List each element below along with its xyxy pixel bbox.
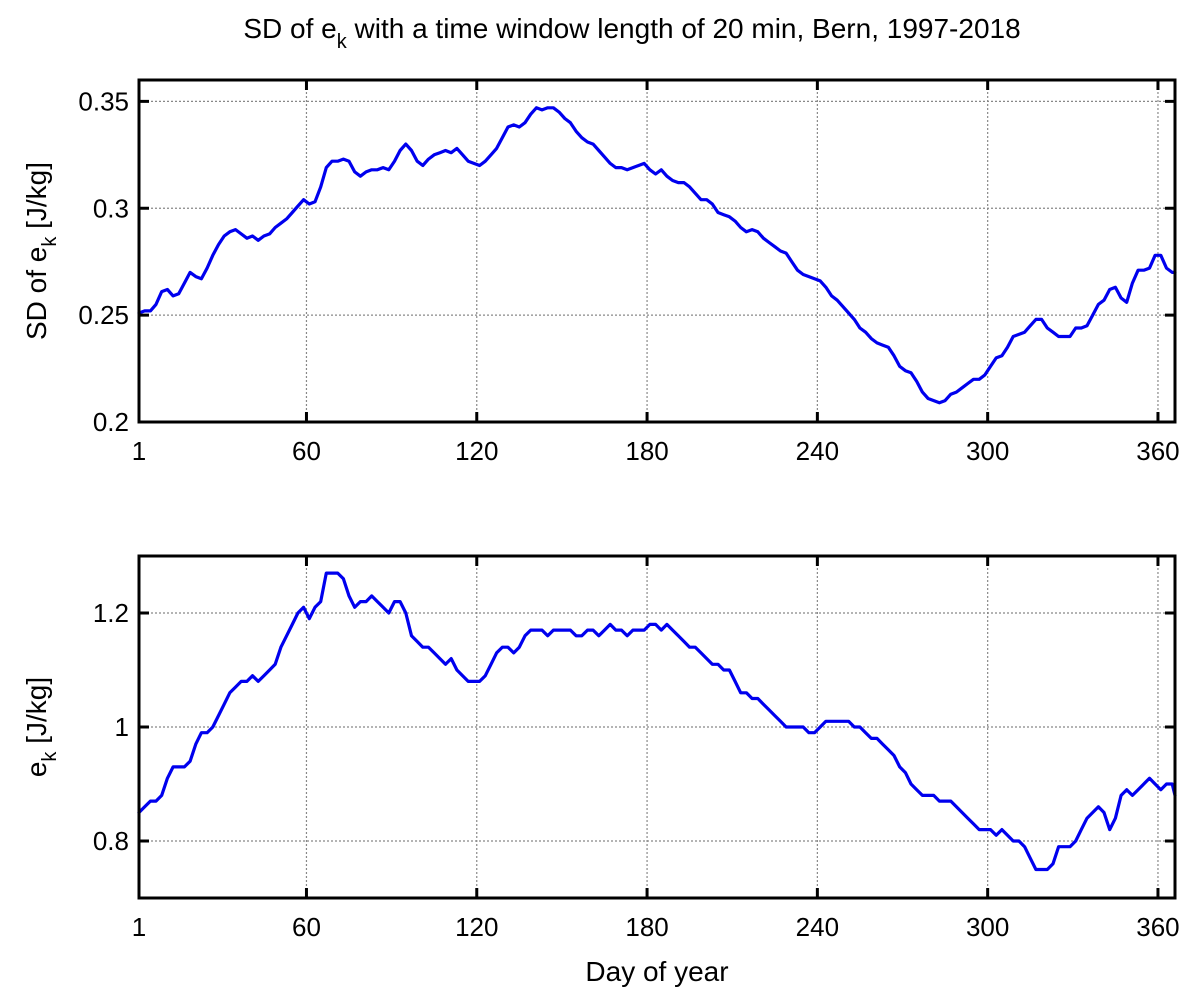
bottom-y-axis-label-subscript: k — [39, 751, 61, 762]
figure-title-rest: with a time window length of 20 min, Ber… — [347, 13, 1021, 44]
bottom-y-axis-label-rest: [J/kg] — [21, 677, 52, 752]
bottom-y-axis-label: ek [J/kg] — [21, 677, 61, 777]
bottom-x-tick-label: 120 — [455, 912, 498, 942]
bottom-y-axis-label-main: e — [21, 762, 52, 778]
bottom-y-tick-label: 1 — [115, 712, 129, 742]
figure-title-main: SD of e — [243, 13, 336, 44]
top-axes-frame — [137, 78, 1177, 424]
top-y-axis-label-main: SD of e — [21, 247, 52, 340]
top-x-tick-label: 240 — [796, 436, 839, 466]
top-y-tick-label: 0.3 — [93, 193, 129, 223]
bottom-x-tick-label: 300 — [966, 912, 1009, 942]
bottom-x-tick-label: 60 — [292, 912, 321, 942]
top-y-tick-label: 0.25 — [78, 300, 129, 330]
top-x-tick-label: 360 — [1136, 436, 1179, 466]
top-y-axis-label-rest: [J/kg] — [21, 162, 52, 237]
bottom-y-tick-label: 1.2 — [93, 598, 129, 628]
bottom-x-tick-label: 1 — [132, 912, 146, 942]
top-series-line — [137, 106, 1177, 405]
top-chart: 1 60 120 180 240 300 360 0.2 0.25 0.3 0.35 SD of ek… — [21, 78, 1180, 466]
bottom-x-tick-label: 240 — [796, 912, 839, 942]
top-x-tick-label: 300 — [966, 436, 1009, 466]
bottom-chart: 1 60 120 180 240 300 360 0.8 1 1.2 ek [J/kg] — [21, 554, 1180, 942]
top-y-axis-label-subscript: k — [39, 236, 61, 247]
top-y-axis-label: SD of ek [J/kg] — [21, 162, 61, 340]
x-axis-label: Day of year — [585, 956, 728, 987]
figure-title: SD of ek with a time window length of 20… — [243, 13, 1020, 53]
top-y-tick-label: 0.35 — [78, 86, 129, 116]
top-y-tick-label: 0.2 — [93, 407, 129, 437]
top-x-tick-label: 60 — [292, 436, 321, 466]
top-x-tick-label: 120 — [455, 436, 498, 466]
top-x-tick-label: 180 — [625, 436, 668, 466]
figure-title-subscript: k — [337, 31, 348, 53]
top-x-tick-label: 1 — [132, 436, 146, 466]
bottom-y-tick-label: 0.8 — [93, 826, 129, 856]
bottom-series-line — [137, 571, 1177, 872]
bottom-x-tick-label: 180 — [625, 912, 668, 942]
bottom-axes-frame — [137, 554, 1177, 900]
bottom-x-tick-label: 360 — [1136, 912, 1179, 942]
